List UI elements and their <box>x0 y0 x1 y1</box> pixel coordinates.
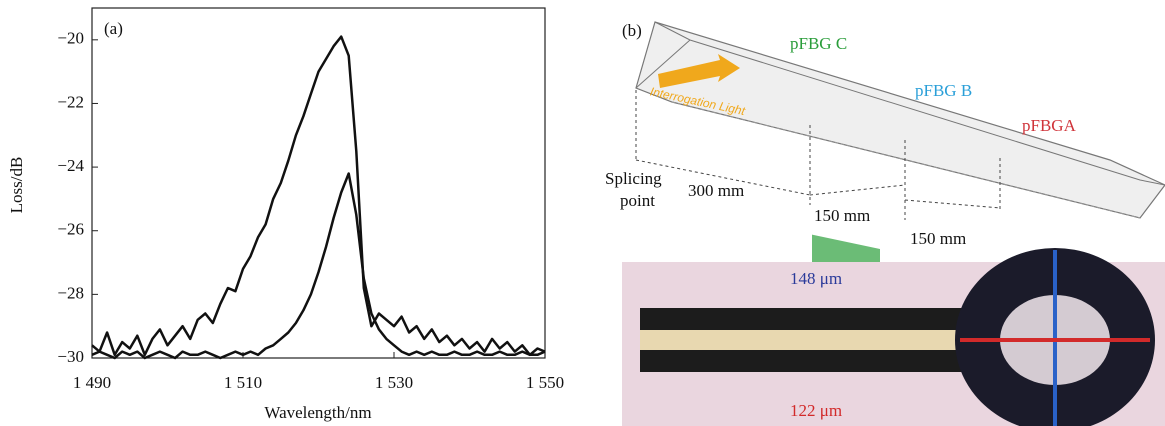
distance-label: 150 mm <box>910 229 966 248</box>
prism-edge <box>654 21 1165 186</box>
x-tick-label: 1 530 <box>375 373 413 392</box>
y-tick-label: −26 <box>57 220 84 239</box>
data-line <box>91 172 546 360</box>
y-tick-label: −30 <box>57 347 84 366</box>
panel-label: (a) <box>104 19 123 38</box>
x-tick-label: 1 490 <box>73 373 111 392</box>
y-tick-label: −24 <box>57 156 84 175</box>
prism-edge <box>635 39 691 89</box>
grating-label: pFBG B <box>915 81 972 100</box>
x-tick-label: 1 550 <box>526 373 564 392</box>
dimension-lines <box>635 90 1001 220</box>
x-axis-label: Wavelength/nm <box>264 403 371 422</box>
distance-label: 150 mm <box>814 206 870 225</box>
splice-label: point <box>620 191 655 210</box>
grating-label: pFBGA <box>1022 116 1077 135</box>
grating-label: pFBG C <box>790 34 847 53</box>
x-tick-label: 1 510 <box>224 373 262 392</box>
dimension-label: 122 μm <box>790 401 842 420</box>
y-tick-label: −28 <box>57 283 84 302</box>
panel-label: (b) <box>622 21 642 40</box>
splice-label: Splicing <box>605 169 662 188</box>
distance-label: 300 mm <box>688 181 744 200</box>
prism-edge <box>671 101 1141 219</box>
photo: 148 μm 122 μm <box>622 248 1165 426</box>
dimension-label: 148 μm <box>790 269 842 288</box>
fiber-core <box>640 330 970 350</box>
plot-frame <box>91 7 546 359</box>
light-arrow <box>658 54 740 88</box>
y-tick-label: −22 <box>57 92 84 111</box>
y-tick-label: −20 <box>57 29 84 48</box>
y-axis-label: Loss/dB <box>7 157 26 214</box>
data-line <box>91 35 546 357</box>
